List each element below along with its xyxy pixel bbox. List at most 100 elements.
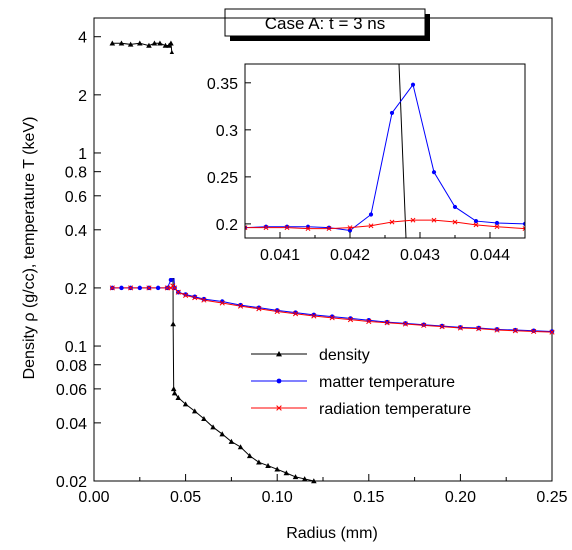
data-point-radiation-temperature-stroke-b	[311, 313, 317, 319]
data-point-matter-temperature	[155, 285, 161, 291]
data-point-matter-temperature	[366, 318, 372, 323]
inset-data-point-matter-temperature	[494, 220, 500, 226]
inset-series-line-radiation-temperature	[245, 219, 525, 230]
inset-data-point-radiation-temperature-stroke-b	[473, 222, 479, 228]
inset-data-point-radiation-temperature	[473, 222, 479, 228]
inset-x-tick-label: 0.041	[260, 247, 300, 264]
data-point-density	[219, 431, 226, 437]
data-point-density	[137, 40, 143, 46]
data-point-radiation-temperature-stroke-b	[192, 295, 198, 301]
data-point-radiation-temperature-stroke-b	[457, 325, 463, 331]
data-point-density	[157, 40, 163, 46]
inset-data-point-matter-temperature	[284, 224, 290, 229]
y-tick-label: 0.1	[65, 339, 87, 356]
inset-data-point-radiation-temperature	[410, 217, 416, 223]
data-point-radiation-temperature	[549, 329, 555, 335]
y-tick-label: 0.4	[65, 223, 87, 240]
data-point-density	[301, 476, 308, 482]
inset-data-point-matter-temperature	[368, 212, 374, 217]
y-tick-label: 1	[78, 146, 87, 163]
inset-data-point-radiation-temperature-stroke-a	[522, 226, 525, 230]
data-point-radiation-temperature-stroke-b	[274, 308, 280, 315]
x-tick-label: 0.15	[353, 489, 384, 506]
y-tick-label: 0.06	[56, 382, 87, 399]
data-point-matter-temperature	[311, 312, 317, 318]
data-point-matter-temperature	[201, 296, 207, 302]
y-tick-label: 4	[78, 30, 87, 47]
data-point-radiation-temperature-stroke-b	[549, 329, 555, 335]
data-point-density	[256, 459, 262, 465]
y-tick-label: 2	[78, 88, 87, 105]
legend-label: matter temperature	[319, 374, 455, 391]
data-point-density	[311, 478, 317, 484]
data-point-density	[265, 462, 271, 468]
data-point-density	[246, 453, 253, 459]
inset-data-point-radiation-temperature-stroke-b	[347, 225, 353, 231]
data-point-radiation-temperature	[201, 297, 207, 303]
x-tick-label: 0.20	[445, 489, 476, 506]
inset-series-line-matter-temperature	[245, 83, 525, 232]
data-point-radiation-temperature-stroke-b	[402, 321, 409, 327]
inset-data-point-radiation-temperature-stroke-b	[305, 226, 311, 232]
inset-plot: 0.041 0.042 0.043 0.044 0.2 0.25 0.3 0.35	[160, 54, 540, 278]
main-series	[109, 40, 555, 484]
inset-y-tick-label: 0.35	[207, 76, 238, 93]
y-tick-label: 0.2	[65, 281, 87, 298]
inset-data-point-radiation-temperature	[452, 219, 458, 225]
legend-label: radiation temperature	[319, 401, 471, 418]
x-axis-label: Radius (mm)	[286, 525, 378, 542]
data-point-radiation-temperature	[237, 303, 244, 309]
inset-background	[160, 54, 540, 278]
data-point-radiation-temperature-stroke-b	[172, 285, 178, 291]
inset-series-line-density	[398, 64, 407, 238]
data-point-density	[210, 424, 216, 430]
inset-data-point-radiation-temperature	[522, 226, 525, 232]
inset-data-point-radiation-temperature-stroke-b	[452, 219, 458, 225]
data-point-matter-temperature	[274, 308, 280, 313]
data-point-density	[162, 42, 169, 48]
data-point-matter-temperature	[549, 329, 555, 334]
data-point-radiation-temperature-stroke-b	[183, 292, 189, 298]
data-point-radiation-temperature	[512, 328, 518, 334]
data-point-matter-temperature	[168, 277, 174, 283]
data-point-density	[171, 390, 178, 396]
inset-data-point-radiation-temperature	[431, 217, 437, 223]
data-point-radiation-temperature-stroke-b	[219, 300, 225, 306]
main-plot: 0.00 0.05 0.10 0.15 0.20 0.25 0.02 0.04 0.06 0.08…	[56, 17, 568, 506]
data-point-radiation-temperature-stroke-b	[128, 285, 134, 291]
data-point-radiation-temperature	[402, 321, 409, 327]
data-point-radiation-temperature	[256, 306, 262, 312]
inset-data-point-matter-temperature	[452, 204, 458, 210]
data-point-radiation-temperature-stroke-b	[366, 318, 372, 325]
data-point-radiation-temperature-stroke-b	[476, 326, 482, 332]
inset-data-point-matter-temperature	[347, 228, 353, 233]
inset-data-point-radiation-temperature-stroke-b	[368, 223, 374, 229]
inset-data-point-radiation-temperature	[305, 226, 311, 232]
data-point-radiation-temperature-stroke-b	[109, 285, 115, 291]
inset-y-tick-label: 0.2	[216, 217, 238, 234]
data-point-radiation-temperature	[146, 285, 152, 291]
data-point-density	[201, 415, 207, 422]
data-point-matter-temperature	[192, 294, 197, 299]
data-point-density	[191, 408, 198, 414]
data-point-density	[169, 50, 175, 56]
data-point-density	[109, 40, 116, 46]
data-point-radiation-temperature	[172, 285, 178, 291]
data-point-radiation-temperature-stroke-b	[384, 320, 390, 326]
inset-x-tick-label: 0.044	[470, 247, 510, 264]
y-tick-label: 0.02	[56, 474, 87, 491]
inset-y-tick-label: 0.25	[207, 170, 238, 187]
legend-swatch-marker-stroke-b	[276, 405, 282, 411]
data-point-radiation-temperature	[329, 315, 335, 321]
data-point-density	[146, 42, 152, 48]
inset-data-point-radiation-temperature-stroke-b	[522, 227, 525, 232]
inset-data-point-radiation-temperature-stroke-b	[431, 217, 437, 223]
inset-data-point-matter-temperature	[326, 225, 332, 230]
data-point-density	[283, 470, 290, 476]
data-point-density	[168, 40, 174, 46]
y-tick-label: 0.6	[65, 189, 87, 206]
chart-title-box: Case A: t = 3 ns	[224, 8, 430, 41]
chart-title: Case A: t = 3 ns	[265, 14, 386, 33]
data-point-radiation-temperature	[192, 295, 198, 301]
